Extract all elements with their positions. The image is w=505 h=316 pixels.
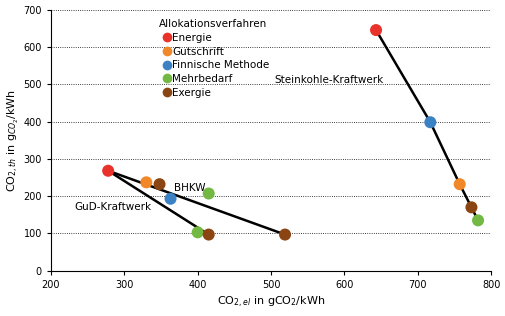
Point — [371, 27, 379, 33]
Point — [454, 182, 463, 187]
Text: BHKW: BHKW — [174, 183, 206, 193]
Point — [467, 205, 475, 210]
X-axis label: CO$_{2,el}$ in gCO$_2$/kWh: CO$_{2,el}$ in gCO$_2$/kWh — [217, 295, 325, 310]
Y-axis label: CO$_{2,th}$ in g$_{CO_2}$/kWh: CO$_{2,th}$ in g$_{CO_2}$/kWh — [6, 88, 21, 192]
Text: Steinkohle-Kraftwerk: Steinkohle-Kraftwerk — [274, 76, 383, 85]
Point — [104, 168, 112, 173]
Point — [280, 232, 288, 237]
Text: GuD-Kraftwerk: GuD-Kraftwerk — [74, 202, 151, 212]
Point — [473, 218, 481, 223]
Point — [142, 180, 150, 185]
Legend: Energie, Gutschrift, Finnische Methode, Mehrbedarf, Exergie: Energie, Gutschrift, Finnische Methode, … — [164, 33, 269, 98]
Point — [155, 182, 163, 187]
Point — [425, 120, 433, 125]
Point — [204, 232, 212, 237]
Point — [166, 196, 174, 201]
Text: Allokationsverfahren: Allokationsverfahren — [159, 19, 267, 29]
Point — [204, 191, 212, 196]
Point — [193, 230, 201, 235]
